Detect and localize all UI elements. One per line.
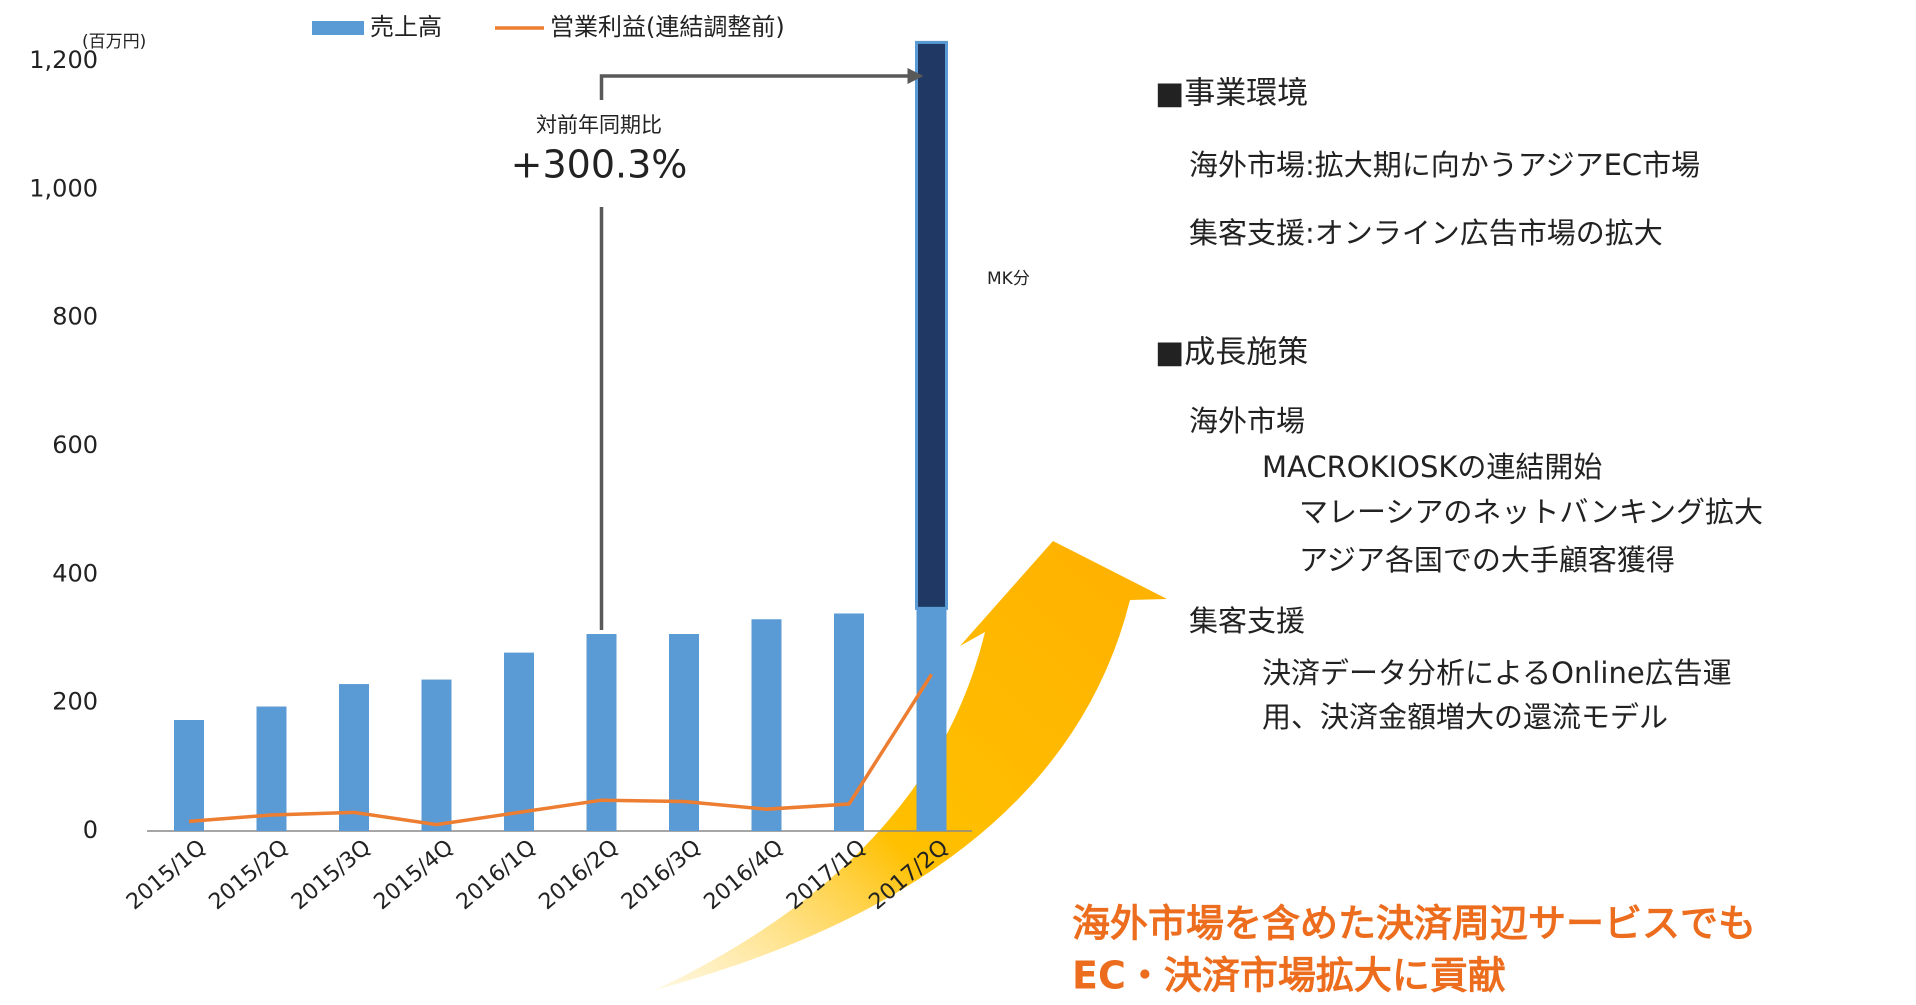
conclusion: 海外市場を含めた決済周辺サービスでも xyxy=(1072,902,1756,946)
legend-label: 売上高 xyxy=(370,13,442,41)
section-line: マレーシアのネットバンキング拡大 xyxy=(1299,495,1763,529)
bar xyxy=(834,613,864,831)
section-line: 集客支援 xyxy=(1189,604,1305,638)
y-tick-label: 1,000 xyxy=(29,174,98,202)
y-tick-label: 0 xyxy=(83,816,98,844)
annotation-value: +300.3% xyxy=(511,143,688,187)
section-line: アジア各国での大手顧客獲得 xyxy=(1299,543,1675,577)
y-tick-label: 200 xyxy=(52,688,98,716)
annotation-bracket xyxy=(599,74,910,631)
bar xyxy=(504,652,534,831)
bar xyxy=(915,40,948,610)
section-heading: ■事業環境 xyxy=(1155,76,1308,112)
x-tick-label: 2016/1Q xyxy=(452,835,541,915)
x-tick-label: 2015/4Q xyxy=(370,835,459,915)
x-tick-label: 2015/1Q xyxy=(122,835,211,915)
legend-label: 営業利益(連結調整前) xyxy=(550,13,785,41)
series-label: MK分 xyxy=(987,269,1030,289)
x-tick-label: 2015/3Q xyxy=(287,835,376,915)
section-heading: ■成長施策 xyxy=(1155,335,1308,371)
bar xyxy=(339,684,369,831)
bar xyxy=(751,619,782,831)
unit-label: (百万円) xyxy=(82,32,146,52)
bar xyxy=(586,634,617,831)
bar xyxy=(174,719,204,831)
line xyxy=(188,673,933,827)
y-tick-label: 600 xyxy=(52,431,98,459)
conclusion: EC・決済市場拡大に貢献 xyxy=(1072,954,1506,998)
x-tick-label: 2016/4Q xyxy=(700,835,789,915)
y-tick-label: 800 xyxy=(52,303,98,331)
section-line: 用、決済金額増大の還流モデル xyxy=(1262,700,1668,734)
section-line: MACROKIOSKの連結開始 xyxy=(1262,450,1602,484)
annotation-arrowhead xyxy=(907,68,924,84)
bar xyxy=(421,679,452,831)
section-line: 集客支援:オンライン広告市場の拡大 xyxy=(1189,216,1663,250)
bar xyxy=(669,634,699,831)
section-line: 決済データ分析によるOnline広告運 xyxy=(1262,656,1732,690)
y-tick-label: 1,200 xyxy=(29,46,98,74)
bar xyxy=(916,608,947,831)
annotation-label: 対前年同期比 xyxy=(536,113,662,137)
x-tick-label: 2015/2Q xyxy=(205,835,294,915)
growth-arrow xyxy=(655,541,1167,990)
x-tick-label: 2016/2Q xyxy=(535,835,624,915)
section-line: 海外市場:拡大期に向かうアジアEC市場 xyxy=(1189,148,1700,182)
x-tick-label: 2016/3Q xyxy=(617,835,706,915)
legend-swatch xyxy=(312,21,364,35)
y-tick-label: 400 xyxy=(52,559,98,587)
bar xyxy=(256,706,287,831)
section-line: 海外市場 xyxy=(1189,404,1305,438)
